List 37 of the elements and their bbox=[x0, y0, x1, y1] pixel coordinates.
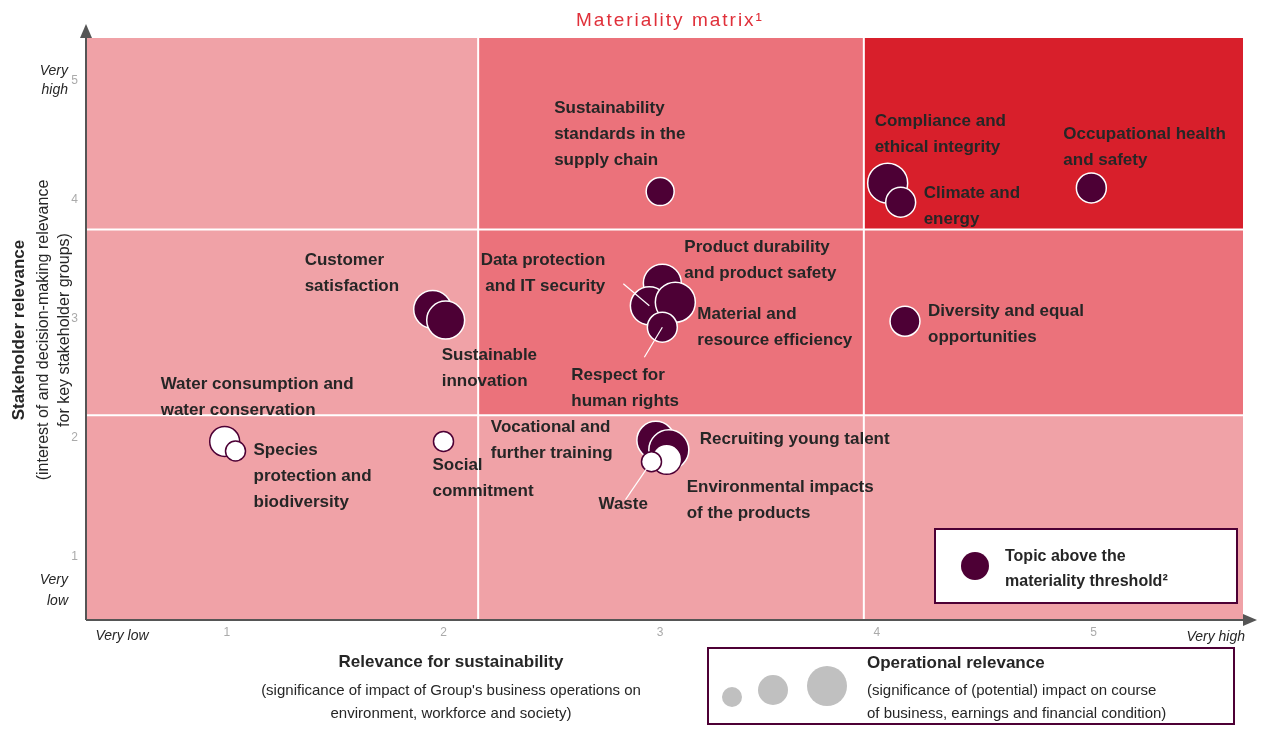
annotation: Data protection and IT security bbox=[480, 249, 606, 295]
x-tick-label: 1 bbox=[223, 625, 231, 639]
annotation: Compliance and ethical integrity bbox=[874, 111, 1006, 157]
text: Operational relevance bbox=[867, 653, 1045, 672]
y-tick-label: 5 bbox=[71, 72, 79, 87]
text: Very high bbox=[1186, 628, 1246, 644]
text: Very low bbox=[39, 571, 69, 608]
y-axis-title: Stakeholder relevance bbox=[9, 239, 28, 421]
y-tick-label: 4 bbox=[71, 191, 79, 206]
text: (interest of and decision-making relevance for key stakeholder groups) bbox=[34, 179, 72, 481]
annotation: Material and resource efficiency bbox=[697, 304, 853, 350]
y-tick-label: 2 bbox=[71, 429, 79, 444]
annotation: Occupational health and safety bbox=[1063, 123, 1226, 169]
x-tick-label: 4 bbox=[873, 625, 881, 639]
text: (significance of impact of Group's business operations on environment, workforce and society) bbox=[261, 681, 641, 721]
annotation: Product durability and product safety bbox=[684, 237, 837, 283]
annotation: Environmental impacts of the products bbox=[686, 477, 874, 523]
legend-label: Topic above the materiality threshold² bbox=[1005, 547, 1168, 589]
annotation: Customer satisfaction bbox=[304, 250, 400, 296]
x-tick-label: 3 bbox=[656, 625, 664, 639]
annotation: Species protection and biodiversity bbox=[253, 439, 372, 511]
chart-title: Materiality matrix¹ bbox=[576, 9, 764, 30]
annotation: Climate and energy bbox=[923, 183, 1021, 229]
y-tick-label: 3 bbox=[71, 310, 79, 325]
annotation: Respect for human rights bbox=[571, 365, 680, 411]
x-axis-title: Relevance for sustainability bbox=[338, 652, 564, 671]
annotation: Recruiting young talent bbox=[699, 428, 891, 448]
x-tick-label: 2 bbox=[440, 625, 448, 639]
text: Very high bbox=[39, 62, 69, 97]
y-tick-label: 1 bbox=[71, 548, 79, 563]
x-tick-label: 5 bbox=[1090, 625, 1098, 639]
text: Very low bbox=[95, 627, 150, 643]
annotation: Water consumption and water conservation bbox=[159, 374, 354, 420]
annotation: Waste bbox=[598, 493, 648, 513]
annotation: Sustainability standards in the supply chain bbox=[554, 97, 686, 169]
text: (significance of (potential) impact on course of business, earnings and financial condition) bbox=[867, 681, 1167, 721]
annotation: Diversity and equal opportunities bbox=[928, 301, 1084, 347]
